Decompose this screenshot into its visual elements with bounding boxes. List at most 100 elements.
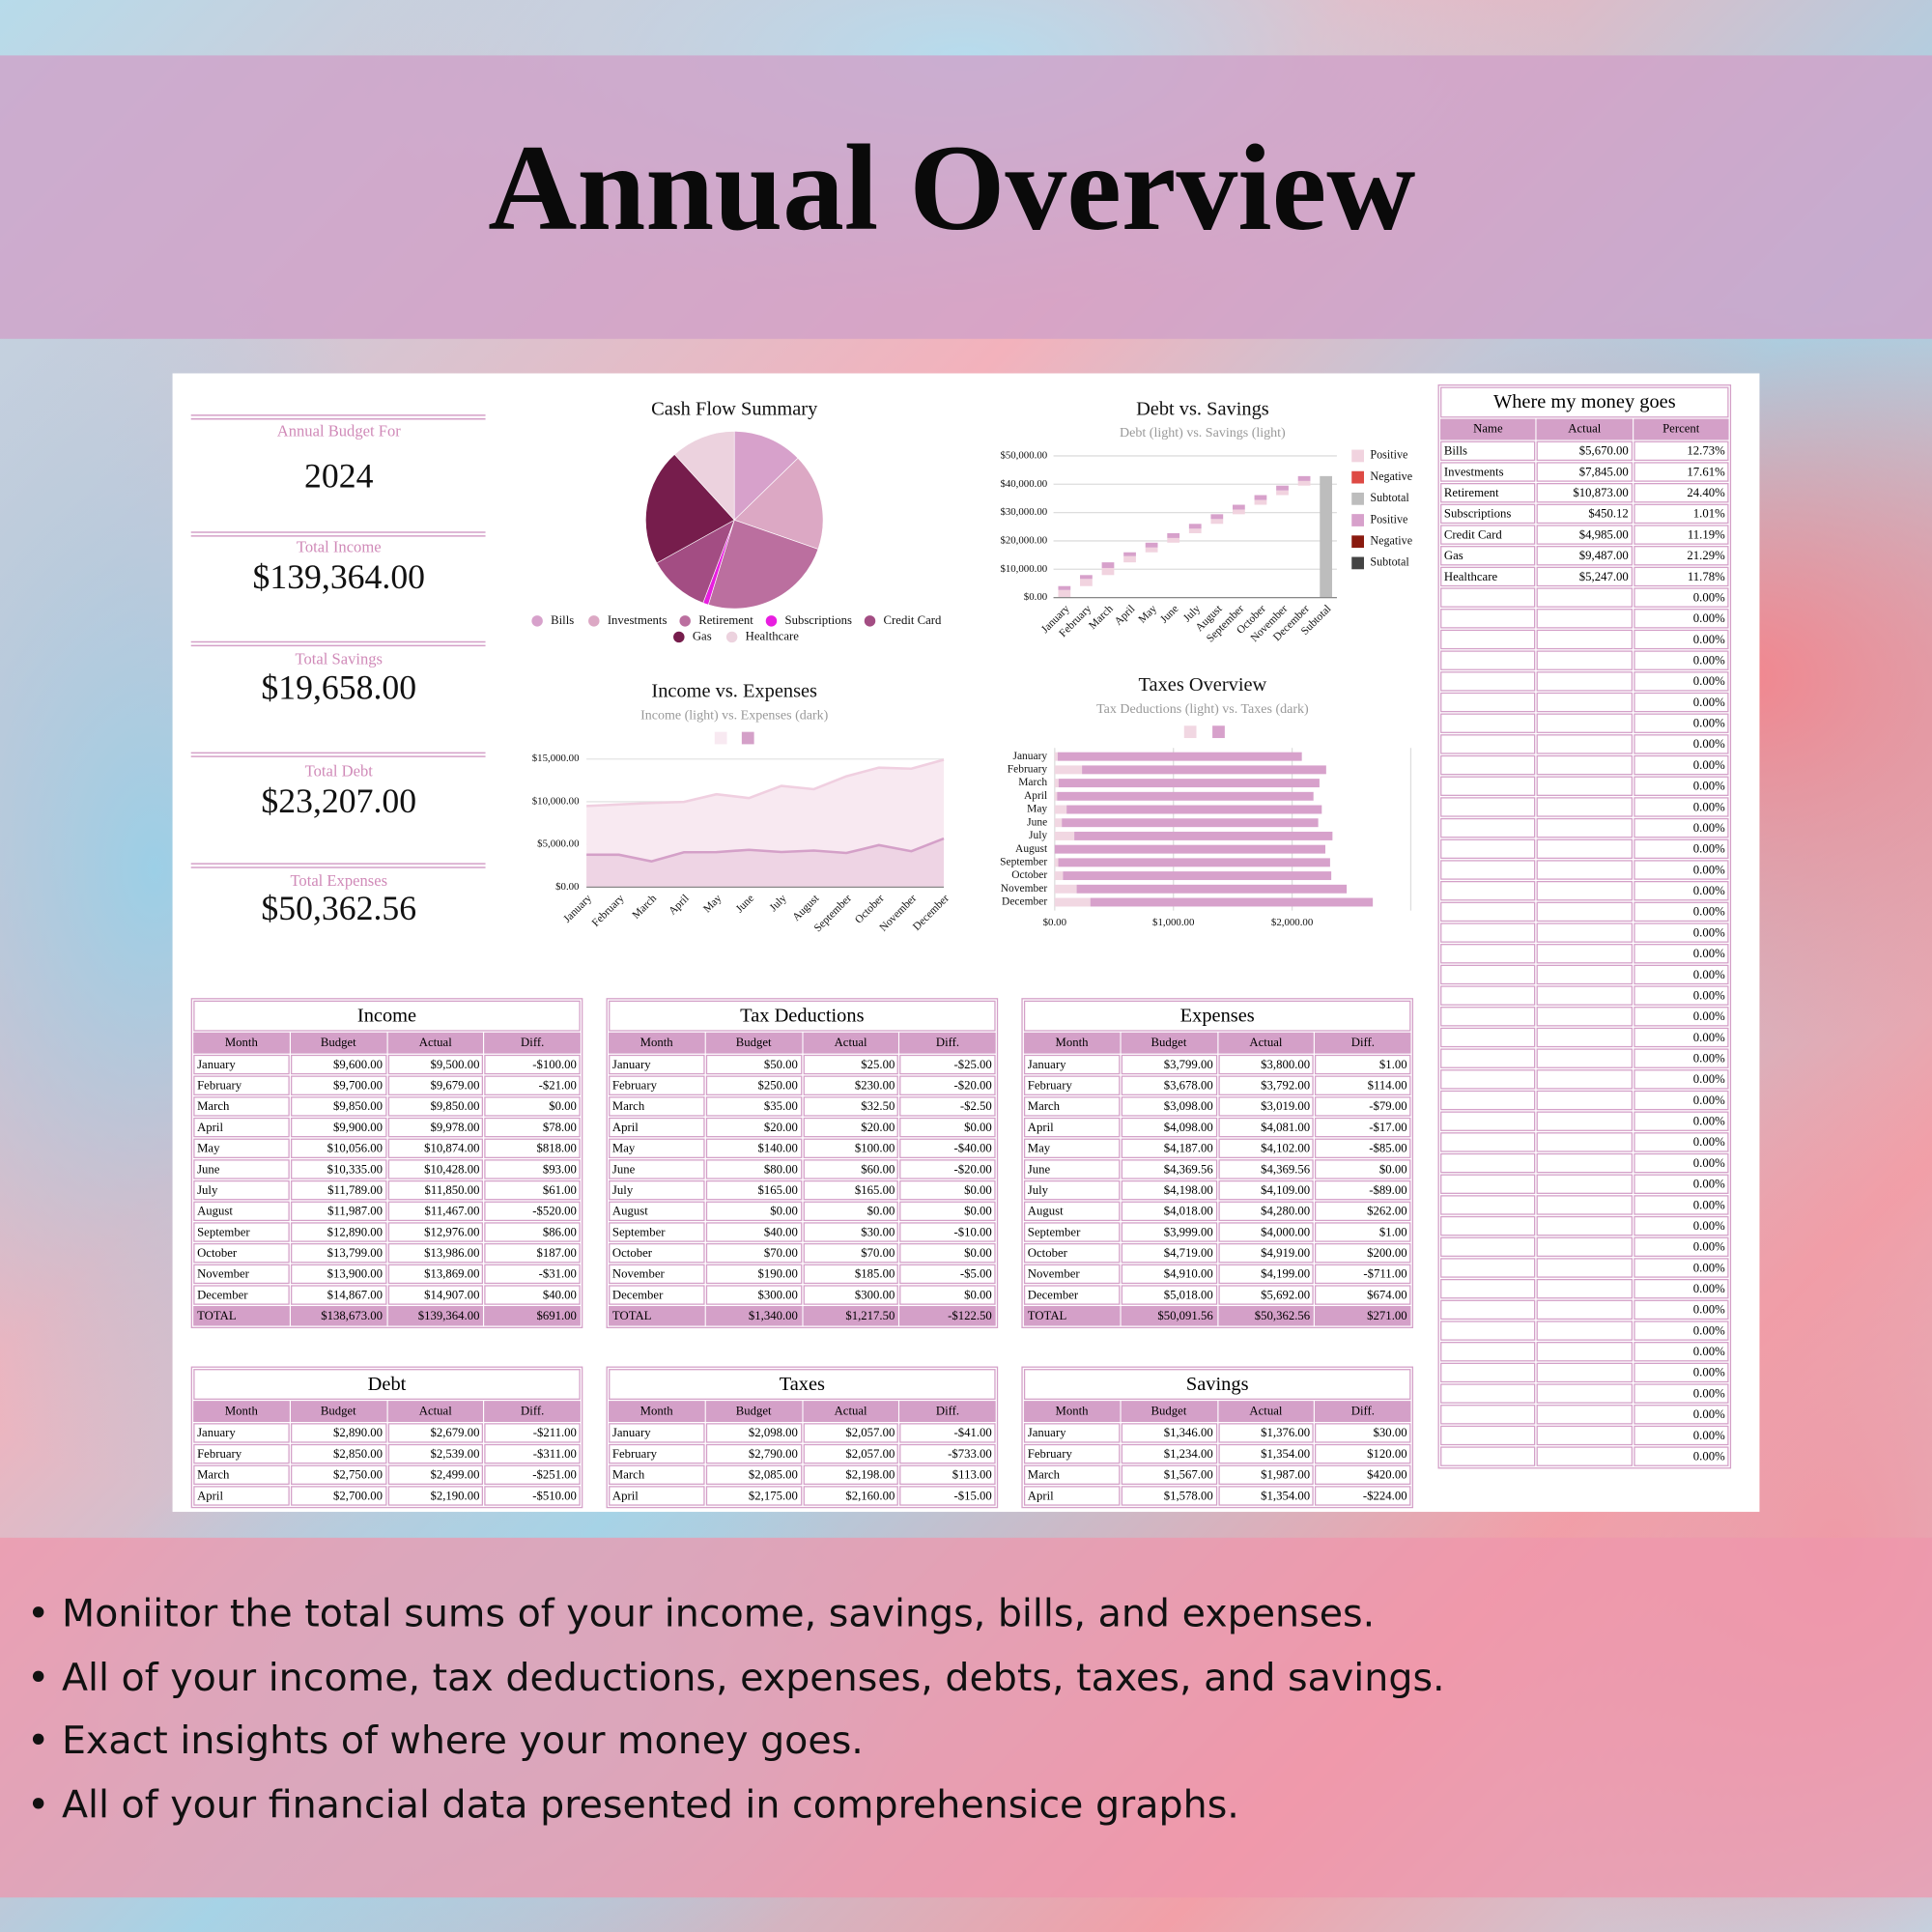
summary-item-label: Total Income	[297, 537, 382, 555]
cell: $9,900.00	[290, 1117, 386, 1138]
cell: 0.00%	[1633, 713, 1729, 733]
table-row: 0.00%	[1440, 734, 1729, 754]
cell: 0.00%	[1633, 1299, 1729, 1321]
cell	[1440, 629, 1536, 650]
cell	[1536, 692, 1633, 713]
summary-label: Annual Budget For	[277, 422, 401, 440]
cell	[1440, 609, 1536, 629]
table-row: November $13,900.00 $13,869.00 -$31.00	[193, 1264, 581, 1285]
y-tick-label: $30,000.00	[1000, 506, 1047, 518]
summary-item-value: $50,362.56	[261, 889, 416, 927]
column-header: Diff.	[1315, 1032, 1411, 1054]
data-table: Tax Deductions Month Budget Actual Diff. Janu…	[606, 998, 999, 1328]
column-header: Diff.	[484, 1401, 581, 1422]
legend-swatch	[1351, 449, 1364, 463]
waterfall-step	[1254, 495, 1267, 500]
table-row: March $9,850.00 $9,850.00 $0.00	[193, 1096, 581, 1117]
table-row: 0.00%	[1440, 754, 1729, 776]
cell	[1440, 1278, 1536, 1299]
cell: $0.00	[899, 1201, 996, 1222]
cell: $2,160.00	[802, 1486, 899, 1506]
y-tick-label: August	[1015, 843, 1048, 855]
cell: March	[193, 1096, 290, 1117]
cell: 0.00%	[1633, 1362, 1729, 1383]
cell: $1,234.00	[1121, 1443, 1217, 1464]
column-header: Budget	[290, 1032, 386, 1054]
column-header: Diff.	[1315, 1401, 1411, 1422]
column-header: Budget	[290, 1401, 386, 1422]
y-tick-label: April	[1024, 790, 1047, 802]
legend-swatch	[714, 731, 727, 745]
x-tick-label: February	[590, 893, 627, 929]
x-tick-label: May	[701, 893, 724, 916]
table-panel: Expenses Month Budget Actual Diff. January $3,…	[1021, 998, 1414, 1328]
table-row: 0.00%	[1440, 1111, 1729, 1131]
cell: $0.00	[899, 1242, 996, 1264]
cell: 0.00%	[1633, 1132, 1729, 1152]
cell: -$21.00	[484, 1075, 581, 1095]
cell: $1,987.00	[1217, 1464, 1315, 1485]
column-header: Budget	[1121, 1401, 1217, 1422]
table-row: November $190.00 $185.00 -$5.00	[609, 1264, 996, 1285]
bar	[1058, 779, 1320, 788]
cell	[1536, 1215, 1633, 1236]
table-row: February $2,850.00 $2,539.00 -$311.00	[193, 1443, 581, 1464]
cell: 0.00%	[1633, 1152, 1729, 1174]
cell	[1536, 838, 1633, 860]
cell	[1536, 797, 1633, 817]
cell	[1536, 1069, 1633, 1090]
cell: 24.40%	[1633, 482, 1729, 503]
cell	[1440, 817, 1536, 838]
cell: 0.00%	[1633, 671, 1729, 692]
cell: $0.00	[802, 1201, 899, 1222]
cell	[1440, 1174, 1536, 1194]
column-header: Actual	[1217, 1401, 1315, 1422]
cell: $9,850.00	[387, 1096, 484, 1117]
cell: $300.00	[802, 1285, 899, 1305]
table-row: October $4,719.00 $4,919.00 $200.00	[1023, 1242, 1411, 1264]
cell: 0.00%	[1633, 1195, 1729, 1215]
y-tick-label: December	[1002, 896, 1047, 908]
y-tick-label: $0.00	[1024, 591, 1047, 603]
x-tick-label: $2,000.00	[1271, 917, 1313, 928]
column-header: Budget	[705, 1032, 802, 1054]
cell: 11.19%	[1633, 525, 1729, 545]
cell: $674.00	[1315, 1285, 1411, 1305]
cell	[1536, 1321, 1633, 1341]
table-row: February $3,678.00 $3,792.00 $114.00	[1023, 1075, 1411, 1095]
column-header: Actual	[1536, 418, 1633, 440]
cell: 0.00%	[1633, 901, 1729, 923]
title-row: Savings	[1023, 1369, 1411, 1400]
cell	[1536, 1342, 1633, 1362]
cell: August	[609, 1201, 705, 1222]
cell: $420.00	[1315, 1464, 1411, 1485]
cell	[1440, 1215, 1536, 1236]
column-header: Month	[609, 1032, 705, 1054]
cell: $3,799.00	[1121, 1054, 1217, 1075]
table-row: 0.00%	[1440, 797, 1729, 817]
waterfall-step	[1101, 562, 1115, 568]
table-row: April $4,098.00 $4,081.00 -$17.00	[1023, 1117, 1411, 1138]
summary-item-value: $23,207.00	[261, 781, 416, 820]
cell: $1,346.00	[1121, 1423, 1217, 1443]
cell: $4,369.56	[1217, 1159, 1315, 1179]
table-row: 0.00%	[1440, 964, 1729, 985]
cell: 0.00%	[1633, 1258, 1729, 1278]
bar	[1066, 805, 1322, 814]
cell	[1440, 671, 1536, 692]
legend-label: Healthcare	[746, 629, 800, 642]
table-row: July $11,789.00 $11,850.00 $61.00	[193, 1179, 581, 1201]
feature-item: • Moniitor the total sums of your income…	[27, 1591, 1376, 1636]
total-row: TOTAL $50,091.56 $50,362.56 $271.00	[1023, 1306, 1411, 1326]
bar	[1054, 897, 1091, 907]
table-row: 0.00%	[1440, 1236, 1729, 1258]
table-row: 0.00%	[1440, 1278, 1729, 1299]
table-row: March $2,750.00 $2,499.00 -$251.00	[193, 1464, 581, 1485]
cell: $165.00	[802, 1179, 899, 1201]
cell: TOTAL	[193, 1306, 290, 1326]
waterfall-step	[1167, 537, 1180, 543]
legend-swatch	[1351, 470, 1364, 484]
cell	[1440, 797, 1536, 817]
cell	[1536, 964, 1633, 985]
